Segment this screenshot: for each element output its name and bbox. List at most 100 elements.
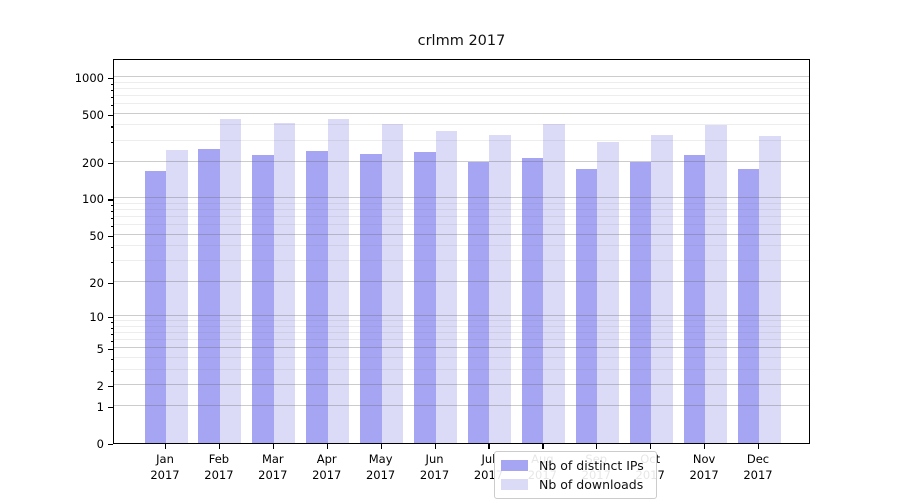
y-minor-tick [110, 370, 113, 372]
y-major-tick [108, 282, 113, 284]
x-axis-tick-label: Feb 2017 [189, 452, 249, 483]
bar-downloads [597, 141, 619, 443]
bar-distinct-ips [629, 162, 652, 443]
x-major-tick [704, 444, 706, 449]
x-major-tick [542, 444, 544, 449]
x-label-year: 2017 [689, 467, 719, 482]
y-minor-tick [110, 322, 113, 324]
bars-layer [114, 60, 809, 443]
y-minor-tick [110, 333, 113, 335]
y-axis-tick-label: 20 [89, 275, 104, 290]
bar-downloads [166, 150, 188, 443]
y-axis-tick-label: 10 [89, 309, 104, 324]
x-major-tick [218, 444, 221, 449]
x-major-tick [488, 444, 490, 449]
x-label-month: Nov [692, 452, 716, 466]
legend: Nb of distinct IPs Nb of downloads [494, 451, 657, 499]
y-major-tick [108, 114, 113, 116]
bar-downloads [381, 124, 404, 443]
bar-distinct-ips [252, 154, 274, 443]
x-label-year: 2017 [150, 467, 180, 482]
bar-distinct-ips [521, 158, 544, 443]
y-major-tick [108, 199, 113, 201]
bar-downloads [489, 134, 511, 443]
y-minor-tick [110, 211, 113, 213]
x-label-month: Jul [481, 452, 496, 466]
y-axis-tick-label: 1000 [74, 70, 104, 85]
x-label-month: Dec [746, 452, 770, 466]
y-axis-tick-label: 1 [96, 400, 104, 415]
y-axis-tick-label: 2 [96, 378, 104, 393]
x-label-year: 2017 [312, 467, 342, 482]
y-minor-tick [110, 83, 113, 85]
chart-title: crlmm 2017 [417, 33, 506, 49]
y-axis-tick-label: 100 [82, 192, 104, 207]
bar-distinct-ips [683, 154, 706, 443]
legend-swatch-downloads [501, 479, 528, 490]
y-minor-tick [110, 104, 113, 107]
x-axis-tick-label: Apr 2017 [297, 452, 357, 483]
y-minor-tick [110, 126, 113, 128]
bar-downloads [651, 134, 673, 443]
bar-distinct-ips [360, 154, 382, 443]
bar-distinct-ips [144, 170, 166, 443]
x-major-tick [758, 444, 760, 449]
x-major-tick [434, 444, 436, 449]
y-minor-tick [110, 247, 113, 249]
x-label-year: 2017 [743, 467, 773, 482]
y-major-tick [108, 407, 113, 409]
y-major-tick [108, 163, 113, 165]
y-minor-tick [110, 141, 113, 143]
bar-downloads [543, 124, 565, 443]
x-axis-tick-label: Jun 2017 [405, 452, 465, 483]
legend-row-distinct-ips: Nb of distinct IPs [501, 458, 644, 473]
x-major-tick [272, 444, 274, 449]
bar-downloads [327, 118, 350, 443]
y-axis-tick-label: 0 [96, 437, 104, 451]
x-axis-tick-label: Mar 2017 [243, 452, 303, 483]
y-major-tick [108, 316, 113, 319]
x-label-year: 2017 [258, 467, 288, 482]
x-axis-tick-label: May 2017 [351, 452, 411, 483]
x-major-tick [650, 444, 652, 449]
bar-distinct-ips [737, 169, 759, 443]
y-major-tick [108, 444, 113, 446]
plot-area: Nb of distinct IPs Nb of downloads [113, 59, 810, 499]
y-axis-tick-label: 500 [82, 107, 104, 122]
legend-label-distinct-ips: Nb of distinct IPs [539, 458, 644, 473]
x-label-month: Jan [156, 452, 174, 466]
x-major-tick [380, 444, 382, 449]
x-major-tick [165, 444, 167, 449]
bar-distinct-ips [414, 152, 436, 443]
x-axis-tick-label: Nov 2017 [674, 452, 734, 483]
bar-downloads [705, 125, 727, 443]
y-minor-tick [110, 89, 113, 91]
y-major-tick [108, 385, 113, 387]
y-minor-tick [110, 204, 113, 207]
x-label-month: Jun [425, 452, 444, 466]
x-label-month: Mar [261, 452, 284, 466]
y-minor-tick [110, 358, 113, 360]
bar-distinct-ips [575, 169, 598, 443]
y-major-tick [108, 77, 113, 80]
bar-downloads [273, 122, 296, 443]
x-label-month: Feb [208, 452, 230, 466]
y-minor-tick [110, 96, 113, 98]
x-label-year: 2017 [365, 467, 396, 482]
legend-swatch-distinct-ips [501, 460, 528, 471]
legend-row-downloads: Nb of downloads [501, 477, 644, 492]
y-axis-tick-label: 50 [89, 228, 104, 243]
y-major-tick [108, 349, 113, 351]
bar-distinct-ips [198, 149, 220, 443]
y-axis-tick-label: 200 [82, 156, 104, 170]
bar-distinct-ips [467, 162, 490, 443]
x-major-tick [326, 444, 328, 449]
y-major-tick [108, 235, 113, 237]
y-minor-tick [110, 327, 113, 329]
bar-distinct-ips [306, 151, 328, 443]
x-label-year: 2017 [204, 467, 234, 482]
y-minor-tick [110, 218, 113, 220]
x-label-month: Apr [316, 452, 337, 466]
bar-downloads [435, 130, 458, 443]
